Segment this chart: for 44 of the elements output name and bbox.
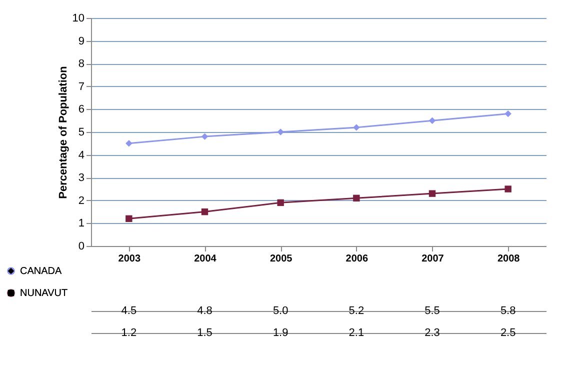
x-tick-label: 2008 <box>497 254 520 264</box>
point <box>353 194 360 202</box>
point <box>428 117 436 124</box>
point <box>201 208 208 216</box>
y-tick-label: 1 <box>78 218 84 230</box>
point <box>277 128 284 136</box>
x-tick-label: 2005 <box>270 254 293 264</box>
data-label: 5.0 <box>272 305 288 317</box>
y-tick-label: 2 <box>78 194 84 207</box>
point <box>428 190 436 197</box>
y-tick-label: 6 <box>78 104 84 116</box>
data-label: 4.5 <box>121 305 137 317</box>
x-tick-label: 2003 <box>118 254 141 264</box>
point <box>504 186 512 192</box>
point <box>126 140 132 147</box>
y-tick-label: 8 <box>78 58 84 70</box>
data-label: 1.2 <box>121 327 137 339</box>
y-tick-label: 5 <box>78 126 84 138</box>
y-tick-label: 0 <box>78 240 84 252</box>
data-label: 5.8 <box>500 305 516 317</box>
x-tick-label: 2007 <box>422 254 444 264</box>
y-tick-label: 9 <box>78 35 84 48</box>
data-label: 5.5 <box>424 305 440 317</box>
point <box>504 110 512 118</box>
y-tick-label: 10 <box>72 12 84 24</box>
y-axis-title: Percentage of Population <box>57 66 70 199</box>
point <box>201 133 208 140</box>
legend-label: NUNAVUT <box>20 288 68 299</box>
y-tick-label: 3 <box>78 172 84 184</box>
y-tick-label: 7 <box>78 80 84 93</box>
point <box>277 199 284 206</box>
y-tick-label: 4 <box>78 149 84 162</box>
data-label: 1.9 <box>272 327 288 339</box>
point <box>126 215 132 222</box>
x-tick-label: 2004 <box>194 254 217 264</box>
data-label: 4.8 <box>197 305 212 317</box>
data-label: 2.5 <box>500 327 516 339</box>
x-tick-label: 2006 <box>346 254 368 264</box>
data-label: 2.3 <box>424 327 440 339</box>
data-label: 5.2 <box>348 305 364 317</box>
point <box>353 124 360 131</box>
data-label: 2.1 <box>348 327 364 339</box>
data-label: 1.5 <box>197 327 212 339</box>
legend-label: CANADA <box>20 266 62 277</box>
